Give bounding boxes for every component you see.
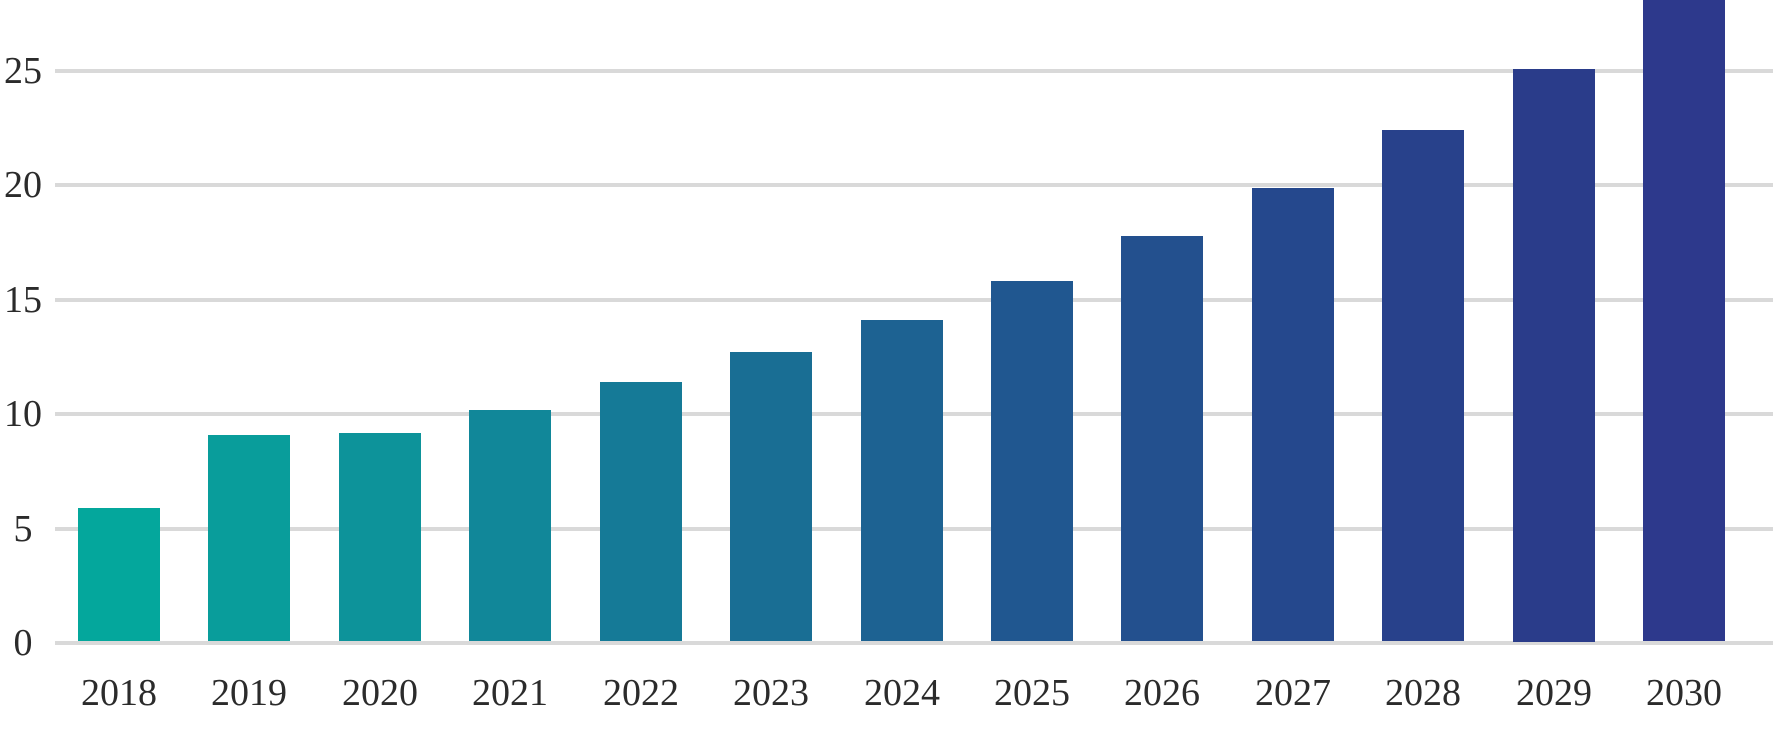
bar-2026 xyxy=(1121,236,1203,641)
y-axis-tick-label: 25 xyxy=(4,50,42,92)
bar-2018 xyxy=(78,508,160,641)
bar-2020 xyxy=(339,433,421,641)
x-axis-tick-label-2022: 2022 xyxy=(603,672,679,714)
bar-2027 xyxy=(1252,188,1334,641)
bar-2028 xyxy=(1382,130,1464,641)
x-axis-tick-label-2026: 2026 xyxy=(1124,672,1200,714)
bar-2029 xyxy=(1513,69,1595,642)
bar-2022 xyxy=(600,382,682,641)
x-axis-tick-label-2030: 2030 xyxy=(1646,672,1722,714)
x-axis-tick-label-2021: 2021 xyxy=(472,672,548,714)
y-axis-tick-label: 15 xyxy=(4,279,42,321)
gridline-y-15 xyxy=(55,298,1773,302)
y-axis-tick-label: 20 xyxy=(4,164,42,206)
bar-2025 xyxy=(991,281,1073,641)
x-axis-tick-label-2028: 2028 xyxy=(1385,672,1461,714)
bar-2024 xyxy=(861,320,943,641)
gridline-y-20 xyxy=(55,183,1773,187)
x-axis-tick-label-2018: 2018 xyxy=(81,672,157,714)
x-axis-tick-label-2024: 2024 xyxy=(864,672,940,714)
y-axis-tick-label: 5 xyxy=(13,508,33,550)
y-axis-tick-label: 10 xyxy=(4,393,42,435)
x-axis-tick-label-2019: 2019 xyxy=(211,672,287,714)
bar-2021 xyxy=(469,410,551,641)
bar-2030 xyxy=(1643,0,1725,641)
gridline-y-0 xyxy=(55,641,1773,645)
x-axis-tick-label-2025: 2025 xyxy=(994,672,1070,714)
x-axis-tick-label-2029: 2029 xyxy=(1516,672,1592,714)
y-axis-tick-label: 0 xyxy=(13,622,33,664)
gridline-y-25 xyxy=(55,69,1773,73)
x-axis-tick-label-2027: 2027 xyxy=(1255,672,1331,714)
x-axis-tick-label-2023: 2023 xyxy=(733,672,809,714)
bar-2023 xyxy=(730,352,812,641)
x-axis-tick-label-2020: 2020 xyxy=(342,672,418,714)
bar-2019 xyxy=(208,435,290,641)
